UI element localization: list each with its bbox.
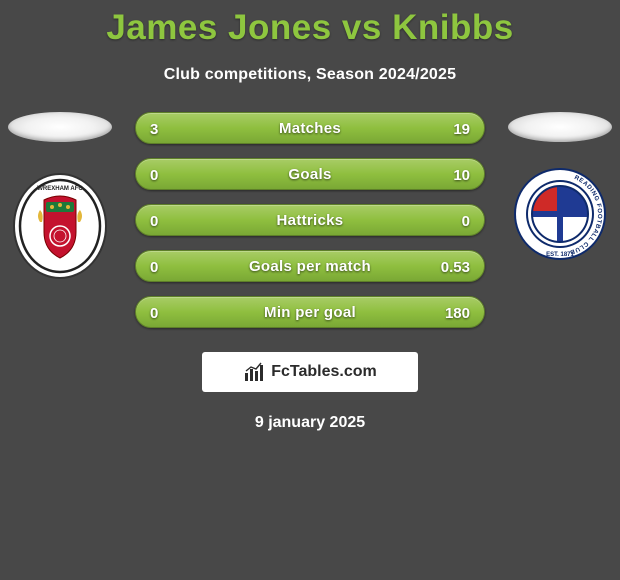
page-title: James Jones vs Knibbs bbox=[0, 0, 620, 48]
subtitle: Club competitions, Season 2024/2025 bbox=[0, 66, 620, 84]
club-crest-right: READING FOOTBALL CLUB EST. 1871 bbox=[510, 164, 610, 269]
stat-row-min-per-goal: 0 Min per goal 180 bbox=[135, 296, 485, 328]
player-right-column: READING FOOTBALL CLUB EST. 1871 bbox=[500, 112, 620, 269]
date: 9 january 2025 bbox=[0, 414, 620, 432]
stat-rows: 3 Matches 19 0 Goals 10 0 Hattricks 0 0 … bbox=[135, 112, 485, 328]
stat-right-value: 180 bbox=[445, 297, 470, 329]
stat-label: Goals per match bbox=[249, 258, 371, 275]
stat-label: Goals bbox=[288, 166, 331, 183]
stat-left-value: 0 bbox=[150, 159, 158, 191]
svg-text:WREXHAM AFC: WREXHAM AFC bbox=[37, 186, 83, 192]
player-left-avatar-placeholder bbox=[8, 112, 112, 142]
stat-right-value: 0.53 bbox=[441, 251, 470, 283]
watermark-text: FcTables.com bbox=[271, 363, 377, 381]
chart-icon bbox=[243, 361, 267, 383]
stat-right-value: 19 bbox=[453, 113, 470, 145]
stat-row-hattricks: 0 Hattricks 0 bbox=[135, 204, 485, 236]
stat-label: Min per goal bbox=[264, 304, 356, 321]
stat-left-value: 0 bbox=[150, 251, 158, 283]
stat-left-value: 0 bbox=[150, 297, 158, 329]
stat-label: Matches bbox=[279, 120, 341, 137]
player-left-column: WREXHAM AFC bbox=[0, 112, 120, 285]
stat-label: Hattricks bbox=[277, 212, 344, 229]
stat-left-value: 3 bbox=[150, 113, 158, 145]
stat-row-goals: 0 Goals 10 bbox=[135, 158, 485, 190]
reading-crest-icon: READING FOOTBALL CLUB EST. 1871 bbox=[510, 164, 610, 264]
wrexham-crest-icon: WREXHAM AFC bbox=[10, 164, 110, 280]
stats-area: WREXHAM AFC bbox=[0, 112, 620, 328]
stat-right-value: 10 bbox=[453, 159, 470, 191]
watermark: FcTables.com bbox=[202, 352, 418, 392]
player-right-avatar-placeholder bbox=[508, 112, 612, 142]
stat-row-matches: 3 Matches 19 bbox=[135, 112, 485, 144]
stat-row-goals-per-match: 0 Goals per match 0.53 bbox=[135, 250, 485, 282]
club-crest-left: WREXHAM AFC bbox=[10, 164, 110, 285]
svg-text:EST. 1871: EST. 1871 bbox=[546, 252, 574, 258]
stat-right-value: 0 bbox=[462, 205, 470, 237]
stat-left-value: 0 bbox=[150, 205, 158, 237]
